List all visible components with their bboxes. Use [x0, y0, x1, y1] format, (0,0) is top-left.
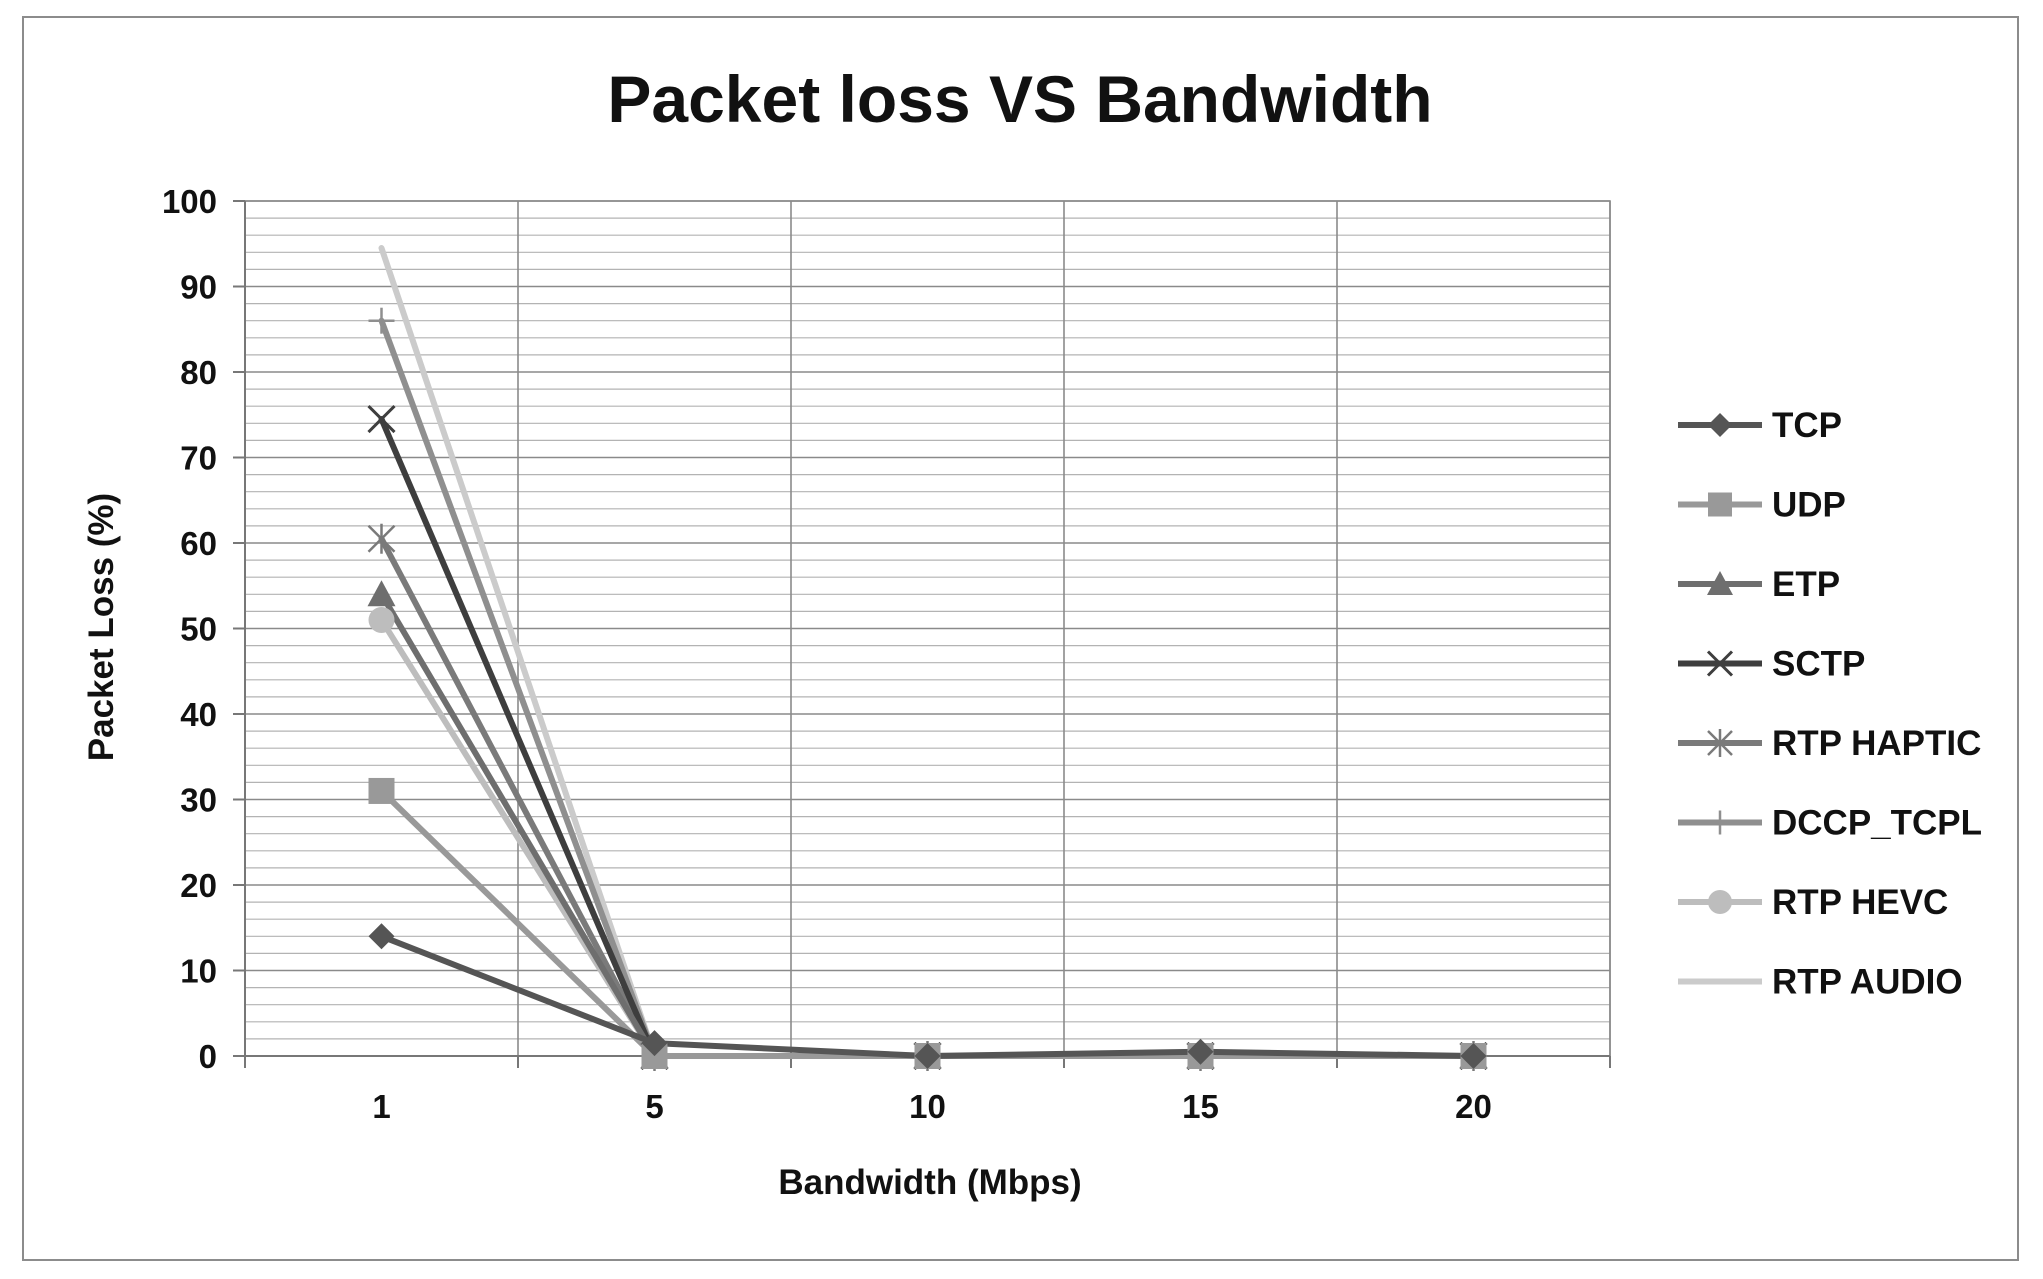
y-tick-label: 10: [180, 953, 217, 990]
y-tick-label: 60: [180, 525, 217, 562]
x-tick-label: 15: [1182, 1088, 1219, 1125]
chart-title: Packet loss VS Bandwidth: [607, 62, 1432, 136]
y-tick-label: 80: [180, 354, 217, 391]
y-tick-label: 100: [162, 183, 217, 220]
series-markers: [367, 307, 1488, 1071]
legend-item: DCCP_TCPL: [1678, 804, 1982, 843]
legend-item: RTP HAPTIC: [1678, 724, 1981, 763]
series-line-rtp-hevc: [378, 616, 1477, 1059]
y-tick-label: 20: [180, 867, 217, 904]
legend-label: UDP: [1772, 486, 1846, 525]
legend-label: DCCP_TCPL: [1772, 804, 1982, 843]
legend-item: ETP: [1678, 565, 1840, 604]
data-point: [368, 923, 395, 950]
data-point: [368, 777, 395, 804]
series-lines: [378, 245, 1477, 1059]
data-point: [1707, 571, 1733, 595]
y-tick-label: 0: [199, 1038, 217, 1075]
data-point: [1460, 1043, 1487, 1069]
y-tick-label: 30: [180, 782, 217, 819]
x-tick-label: 5: [645, 1088, 663, 1125]
legend-label: RTP HEVC: [1772, 883, 1948, 922]
series-line-etp: [378, 591, 1477, 1059]
data-point: [1706, 650, 1734, 677]
grid: [244, 200, 1611, 1057]
x-tick-label: 10: [909, 1088, 946, 1125]
y-tick-label: 50: [180, 611, 217, 648]
legend-label: SCTP: [1772, 645, 1865, 684]
x-tick-label: 20: [1455, 1088, 1492, 1125]
legend-item: TCP: [1678, 406, 1842, 445]
data-point: [368, 606, 395, 633]
y-tick-label: 90: [180, 269, 217, 306]
legend-label: ETP: [1772, 565, 1840, 604]
legend-item: RTP HEVC: [1678, 883, 1948, 922]
data-point: [914, 1043, 941, 1069]
data-point: [367, 523, 396, 554]
legend: TCP UDP ETP SCTP RTP HAPTIC DCCP_TCPL RTP HEVC…: [1678, 406, 1982, 1002]
series-line-tcp: [378, 933, 1477, 1059]
data-point: [1708, 492, 1732, 517]
data-point: [367, 404, 396, 434]
data-point: [641, 1030, 668, 1057]
legend-label: RTP HAPTIC: [1772, 724, 1981, 763]
series-line-rtp-audio: [378, 245, 1477, 1059]
series-line-dccp-tcpl: [378, 317, 1477, 1059]
data-point: [1708, 810, 1732, 835]
data-point: [1708, 890, 1732, 914]
y-tick-label: 40: [180, 696, 217, 733]
y-tick-label: 70: [180, 440, 217, 477]
data-point: [367, 580, 396, 607]
y-axis-title: Packet Loss (%): [82, 493, 121, 761]
data-point: [368, 307, 395, 334]
data-point: [1707, 729, 1733, 757]
legend-item: RTP AUDIO: [1678, 963, 1963, 1002]
legend-label: TCP: [1772, 406, 1842, 445]
data-point: [1708, 413, 1732, 437]
legend-label: RTP AUDIO: [1772, 963, 1963, 1002]
legend-item: UDP: [1678, 486, 1846, 525]
x-axis-title: Bandwidth (Mbps): [778, 1163, 1081, 1202]
legend-item: SCTP: [1678, 645, 1865, 684]
data-point: [1187, 1038, 1214, 1065]
x-tick-label: 1: [372, 1088, 390, 1125]
series-line-udp: [378, 787, 1477, 1059]
